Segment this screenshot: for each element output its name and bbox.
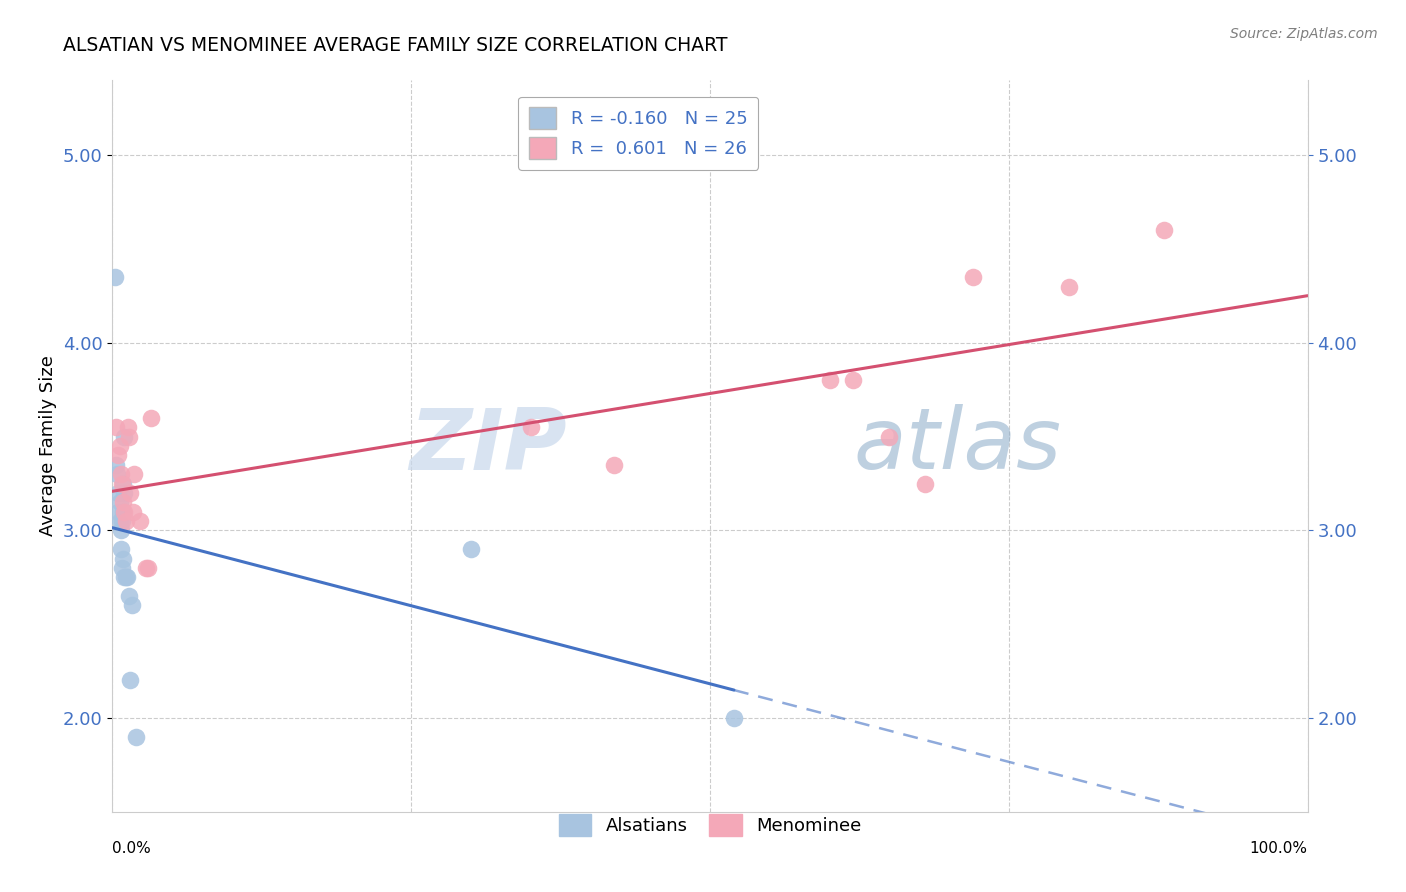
Point	[115, 570, 138, 584]
Point	[110, 542, 132, 557]
Point	[460, 542, 482, 557]
Text: Source: ZipAtlas.com: Source: ZipAtlas.com	[1230, 27, 1378, 41]
Point	[1153, 223, 1175, 237]
Point	[135, 561, 157, 575]
Point	[114, 514, 136, 528]
Point	[111, 514, 134, 528]
Text: 100.0%: 100.0%	[1250, 841, 1308, 856]
Point	[107, 486, 129, 500]
Point	[107, 505, 129, 519]
Point	[914, 476, 936, 491]
Point	[120, 673, 142, 688]
Point	[107, 449, 129, 463]
Point	[818, 373, 841, 387]
Point	[121, 505, 143, 519]
Point	[114, 505, 135, 519]
Point	[105, 420, 128, 434]
Point	[112, 476, 135, 491]
Point	[110, 467, 132, 482]
Point	[117, 420, 139, 434]
Point	[125, 730, 148, 744]
Point	[105, 458, 128, 472]
Point	[112, 495, 135, 509]
Point	[112, 505, 135, 519]
Point	[114, 429, 135, 443]
Text: ALSATIAN VS MENOMINEE AVERAGE FAMILY SIZE CORRELATION CHART: ALSATIAN VS MENOMINEE AVERAGE FAMILY SIZ…	[63, 36, 728, 54]
Point	[129, 514, 152, 528]
Point	[110, 524, 132, 538]
Point	[842, 373, 865, 387]
Point	[120, 486, 142, 500]
Point	[108, 495, 131, 509]
Point	[118, 589, 141, 603]
Text: ZIP: ZIP	[409, 404, 567, 488]
Point	[962, 270, 984, 285]
Point	[111, 476, 134, 491]
Y-axis label: Average Family Size: Average Family Size	[39, 356, 58, 536]
Point	[114, 570, 135, 584]
Text: 0.0%: 0.0%	[112, 841, 152, 856]
Point	[121, 599, 143, 613]
Point	[603, 458, 626, 472]
Point	[104, 270, 127, 285]
Point	[114, 486, 135, 500]
Point	[108, 514, 131, 528]
Point	[108, 439, 131, 453]
Point	[723, 711, 745, 725]
Point	[118, 429, 141, 443]
Text: atlas: atlas	[853, 404, 1062, 488]
Point	[114, 570, 136, 584]
Legend: Alsatians, Menominee: Alsatians, Menominee	[551, 806, 869, 843]
Point	[122, 467, 145, 482]
Point	[138, 561, 160, 575]
Point	[105, 467, 128, 482]
Point	[879, 429, 901, 443]
Point	[1057, 279, 1080, 293]
Point	[139, 410, 162, 425]
Point	[111, 561, 134, 575]
Point	[520, 420, 543, 434]
Point	[112, 551, 135, 566]
